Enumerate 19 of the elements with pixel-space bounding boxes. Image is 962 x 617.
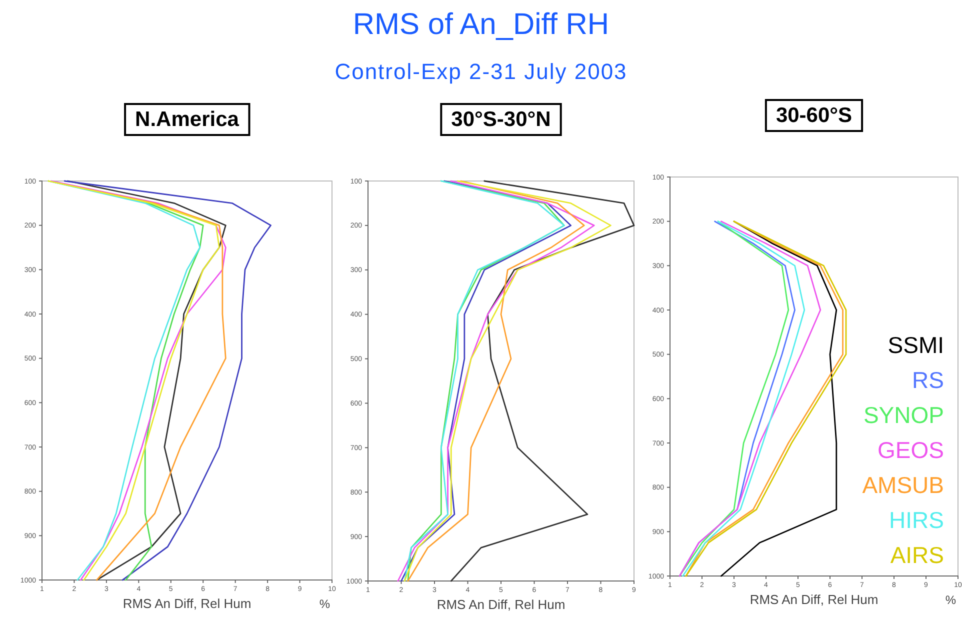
text: RS [912, 367, 944, 393]
text: % [945, 593, 956, 607]
text: SSMI [888, 332, 944, 358]
line-series [64, 180, 272, 581]
x-axis-title: RMS An Diff, Rel Hum [122, 596, 252, 611]
line-series [450, 180, 635, 582]
text: RMS of An_Diff RH [352, 8, 610, 41]
text: Control-Exp 2-31 July 2003 [334, 59, 628, 84]
text: HIRS [889, 507, 944, 533]
chart-title: 30-60°S [776, 104, 852, 127]
text: AIRS [890, 542, 944, 568]
x-axis-title: RMS An Diff, Rel Hum [436, 597, 566, 612]
text: SYNOP [863, 402, 944, 428]
chart-title: N.America [135, 108, 240, 131]
x-axis-title: RMS An Diff, Rel Hum [750, 592, 878, 607]
text: % [319, 597, 330, 611]
text: GEOS [878, 437, 944, 463]
text: AMSUB [862, 472, 944, 498]
chart-title: 30°S-30°N [451, 108, 551, 131]
